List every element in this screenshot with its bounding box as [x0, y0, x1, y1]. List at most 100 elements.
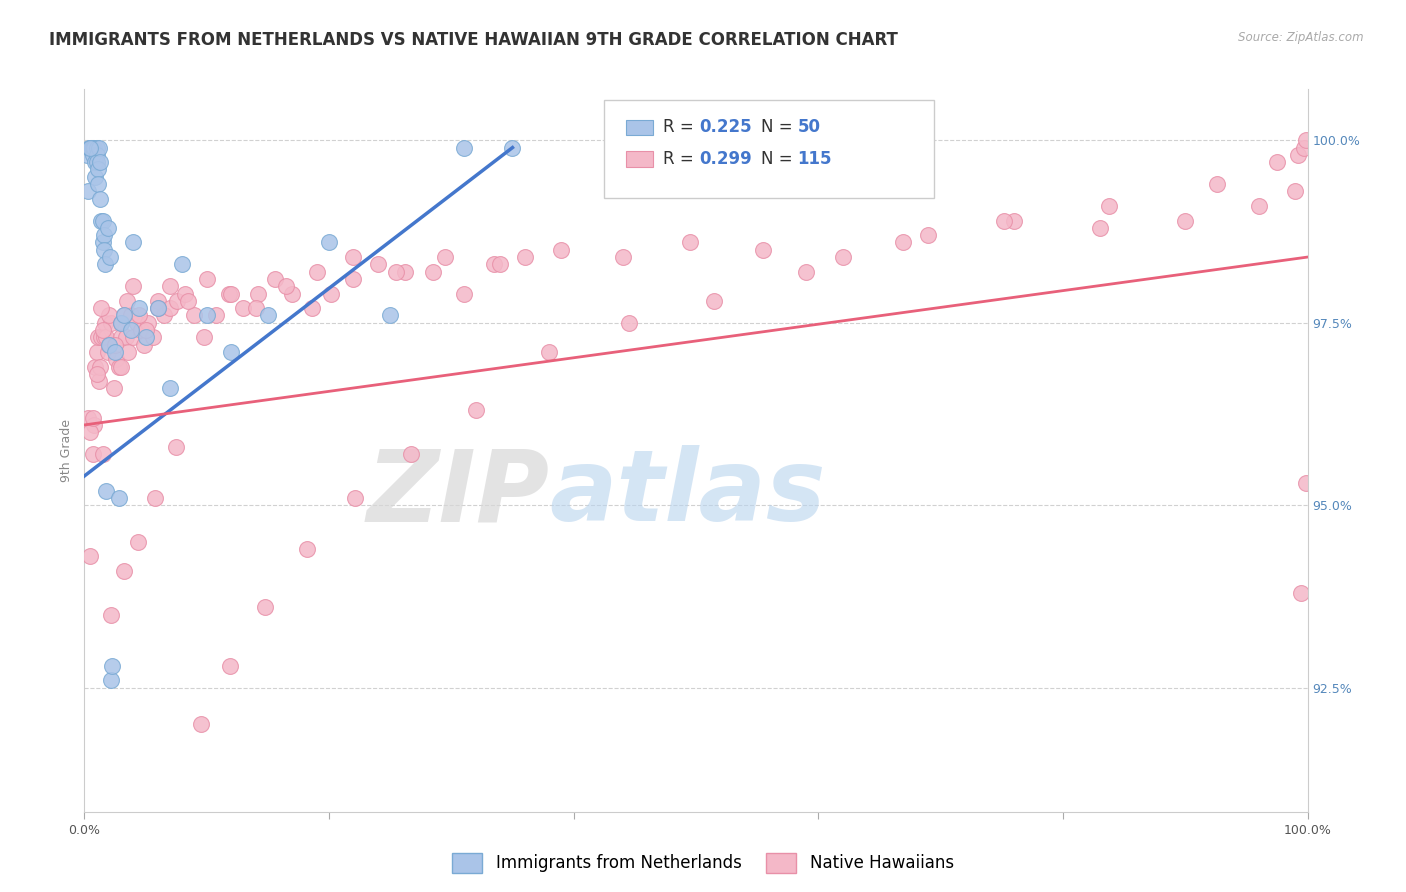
Point [77, 185, 100, 199]
Point [87, 177, 110, 191]
Point [125, 316, 148, 330]
Point [91, 447, 114, 461]
Text: 0.299: 0.299 [700, 150, 752, 169]
Point [83, 140, 105, 154]
Point [79, 140, 101, 154]
Point [120, 323, 142, 337]
Text: N =: N = [761, 150, 797, 169]
Point [1174, 213, 1197, 227]
Legend: Immigrants from Netherlands, Native Hawaiians: Immigrants from Netherlands, Native Hawa… [446, 847, 960, 880]
Point [91, 235, 114, 250]
Point [464, 403, 486, 417]
Point [110, 330, 132, 344]
Point [489, 257, 512, 271]
Point [100, 316, 122, 330]
Point [107, 491, 129, 505]
Point [245, 301, 267, 315]
Point [86, 140, 108, 154]
Point [264, 272, 287, 286]
Point [219, 345, 242, 359]
Point [96, 330, 118, 344]
Point [305, 265, 328, 279]
Point [831, 250, 853, 264]
Point [91, 323, 114, 337]
Point [77, 140, 100, 154]
Point [1295, 133, 1317, 147]
Point [104, 337, 127, 351]
Point [617, 316, 640, 330]
Point [112, 309, 135, 323]
Point [173, 286, 195, 301]
Point [195, 309, 218, 323]
Point [190, 717, 212, 731]
Point [1098, 199, 1121, 213]
Point [343, 491, 366, 505]
Point [247, 286, 270, 301]
Point [513, 250, 536, 264]
Point [82, 410, 104, 425]
Point [482, 257, 505, 271]
Point [301, 301, 323, 315]
Point [219, 286, 242, 301]
Point [87, 140, 110, 154]
Point [89, 155, 111, 169]
Point [367, 257, 389, 271]
Point [143, 491, 166, 505]
Point [84, 169, 107, 184]
Point [93, 243, 115, 257]
Point [159, 301, 181, 315]
Point [84, 155, 107, 169]
Point [90, 301, 112, 315]
Point [79, 425, 101, 440]
Point [80, 140, 103, 154]
Point [752, 243, 775, 257]
Point [146, 293, 169, 308]
Point [219, 658, 242, 673]
Point [100, 673, 122, 688]
Point [142, 330, 165, 344]
Text: ZIP: ZIP [366, 445, 550, 542]
Point [135, 330, 157, 344]
Point [1292, 140, 1315, 154]
Point [110, 316, 132, 330]
Point [394, 265, 416, 279]
Text: 115: 115 [797, 150, 832, 169]
Point [107, 359, 129, 374]
Point [103, 381, 125, 395]
Point [385, 265, 408, 279]
Point [1291, 586, 1313, 600]
Point [917, 228, 939, 243]
Point [146, 301, 169, 315]
Point [1088, 220, 1111, 235]
Point [453, 140, 475, 154]
Point [104, 345, 127, 359]
Point [97, 337, 120, 351]
Point [117, 345, 139, 359]
Point [172, 257, 194, 271]
Point [321, 286, 343, 301]
Point [87, 162, 110, 177]
Text: N =: N = [761, 119, 797, 136]
Point [254, 600, 277, 615]
Text: R =: R = [664, 119, 699, 136]
Point [129, 323, 152, 337]
Point [183, 309, 205, 323]
Point [86, 367, 108, 381]
Point [82, 140, 104, 154]
Point [86, 148, 108, 162]
Point [453, 286, 475, 301]
Point [380, 309, 402, 323]
Text: 0.225: 0.225 [700, 119, 752, 136]
Point [794, 265, 817, 279]
Point [91, 213, 114, 227]
Point [1295, 476, 1317, 491]
Point [205, 309, 228, 323]
Point [83, 417, 105, 432]
Point [97, 337, 120, 351]
Point [110, 316, 132, 330]
Point [399, 447, 422, 461]
Point [612, 250, 634, 264]
Point [97, 345, 120, 359]
Text: IMMIGRANTS FROM NETHERLANDS VS NATIVE HAWAIIAN 9TH GRADE CORRELATION CHART: IMMIGRANTS FROM NETHERLANDS VS NATIVE HA… [49, 31, 898, 49]
Point [146, 301, 169, 315]
